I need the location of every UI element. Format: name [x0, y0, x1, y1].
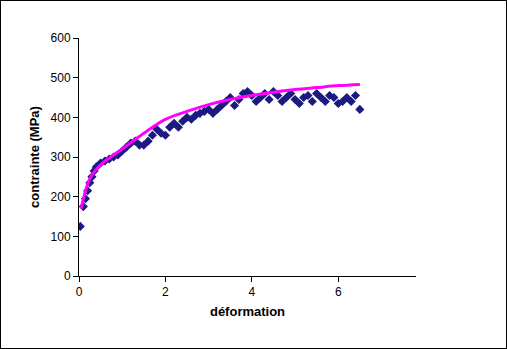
svg-text:contrainte (MPa): contrainte (MPa) [27, 106, 42, 208]
svg-text:500: 500 [51, 71, 71, 85]
svg-text:0: 0 [76, 285, 83, 299]
svg-text:déformation: déformation [210, 304, 285, 319]
svg-text:0: 0 [64, 269, 71, 283]
svg-text:600: 600 [51, 31, 71, 45]
svg-text:300: 300 [51, 150, 71, 164]
svg-text:6: 6 [335, 285, 342, 299]
svg-text:100: 100 [51, 230, 71, 244]
svg-text:2: 2 [162, 285, 169, 299]
svg-text:200: 200 [51, 190, 71, 204]
svg-text:4: 4 [248, 285, 255, 299]
svg-text:400: 400 [51, 111, 71, 125]
